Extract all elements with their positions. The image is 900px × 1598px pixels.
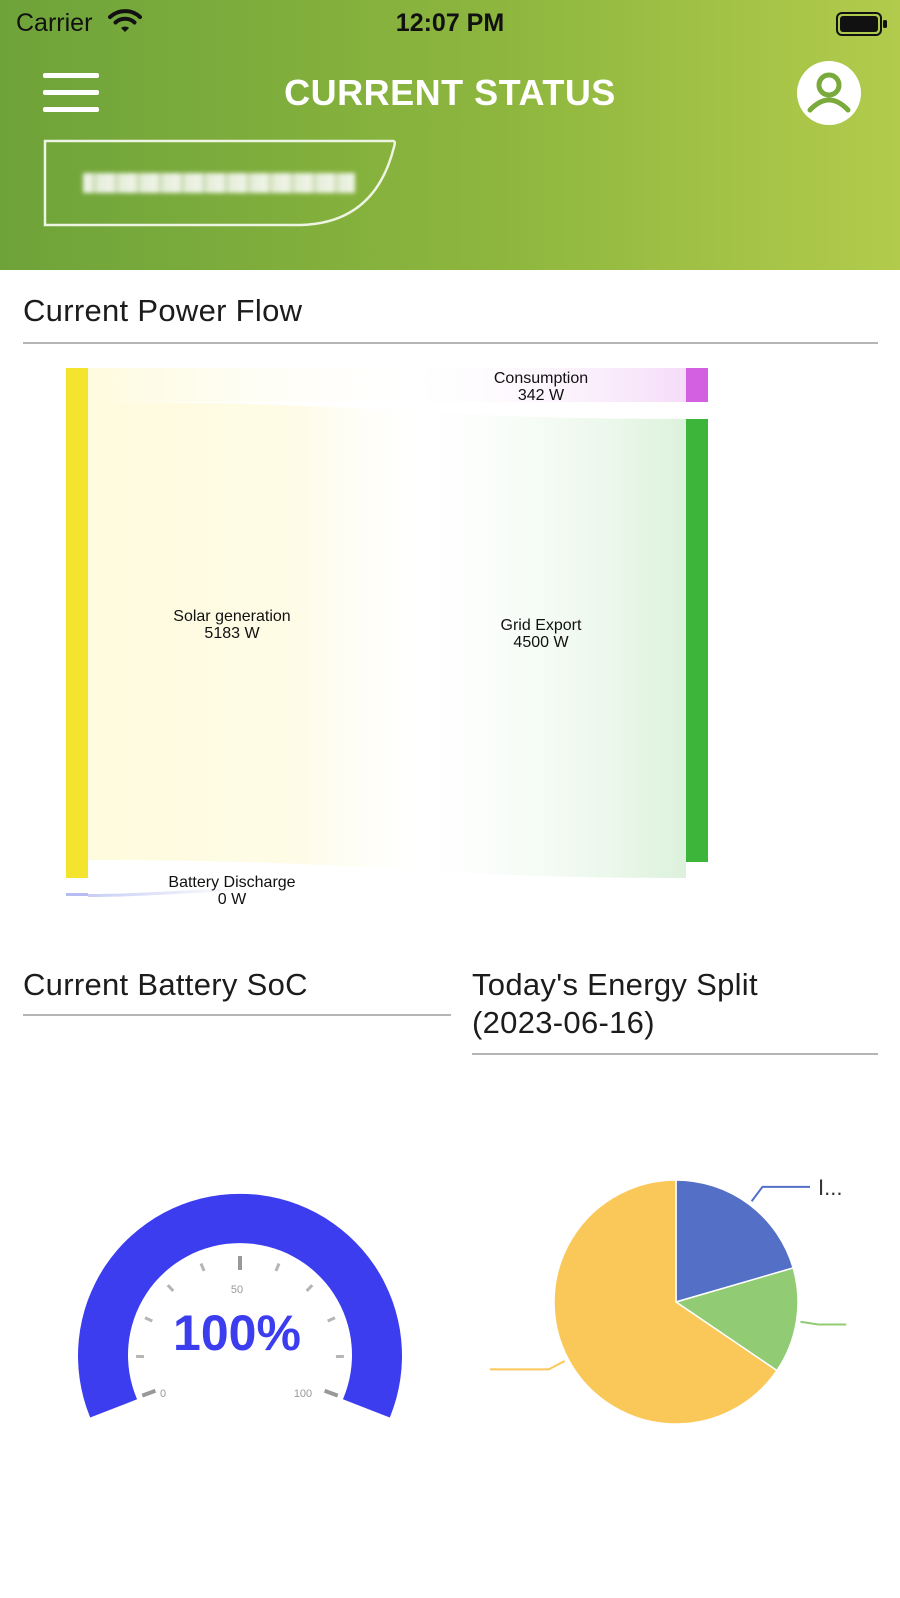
battery-discharge-value: 0 W bbox=[218, 891, 247, 908]
battery-soc-gauge: 0 50 100 100% bbox=[77, 1193, 402, 1418]
battery-soc-title: Current Battery SoC bbox=[23, 967, 308, 1002]
hamburger-menu-icon bbox=[43, 107, 99, 112]
solar-generation-node bbox=[66, 368, 88, 878]
menu-button[interactable] bbox=[40, 70, 102, 116]
energy-split-divider bbox=[472, 1053, 878, 1055]
gauge-tick bbox=[323, 1388, 339, 1398]
energy-split-title-line1: Today's Energy Split bbox=[472, 967, 758, 1002]
pie-slice-label-imported: I... bbox=[818, 1175, 842, 1200]
solar-to-grid-flow bbox=[88, 402, 686, 878]
grid-export-value: 4500 W bbox=[513, 634, 569, 651]
header: Carrier 12:07 PM CURRENT STATUS bbox=[0, 0, 900, 270]
battery-discharge-node bbox=[66, 893, 88, 896]
power-flow-divider bbox=[23, 342, 878, 344]
energy-split-title-date: (2023-06-16) bbox=[472, 1005, 655, 1040]
gauge-tick bbox=[199, 1263, 206, 1272]
consumption-value: 342 W bbox=[518, 387, 565, 404]
gauge-mid-label: 50 bbox=[231, 1284, 243, 1296]
grid-export-node bbox=[686, 419, 708, 862]
grid-export-label: Grid Export bbox=[501, 617, 582, 634]
pie-leader-line bbox=[800, 1320, 847, 1326]
gauge-value-label: 100% bbox=[173, 1305, 301, 1361]
carrier-label: Carrier bbox=[16, 9, 93, 37]
site-name-redacted bbox=[83, 173, 355, 193]
power-flow-title: Current Power Flow bbox=[23, 293, 303, 328]
user-profile-icon[interactable] bbox=[796, 60, 862, 126]
hamburger-menu-icon bbox=[43, 73, 99, 78]
gauge-arc bbox=[77, 1193, 402, 1418]
battery-discharge-flow bbox=[88, 888, 240, 897]
energy-split-pie-chart: I... bbox=[490, 1175, 847, 1425]
gauge-tick bbox=[274, 1263, 281, 1272]
solar-generation-label: Solar generation bbox=[173, 608, 290, 625]
solar-generation-value: 5183 W bbox=[204, 625, 260, 642]
gauge-tick bbox=[166, 1284, 175, 1292]
battery-status-icon bbox=[836, 12, 887, 36]
battery-soc-divider bbox=[23, 1014, 451, 1016]
site-selector-frame bbox=[43, 139, 397, 227]
gauge-max-label: 100 bbox=[294, 1388, 312, 1400]
gauge-tick bbox=[141, 1388, 157, 1398]
battery-discharge-label: Battery Discharge bbox=[168, 874, 295, 891]
gauge-ticks bbox=[136, 1256, 344, 1398]
solar-to-consumption-flow bbox=[88, 368, 686, 402]
pie-leader-line bbox=[750, 1185, 810, 1202]
gauge-tick bbox=[327, 1316, 336, 1323]
pie-leader-line bbox=[490, 1360, 566, 1371]
gauge-tick bbox=[305, 1284, 314, 1292]
pie-slice-imported bbox=[675, 1179, 795, 1303]
status-bar: Carrier 12:07 PM bbox=[0, 0, 900, 46]
energy-split-title: Today's Energy Split (2023-06-16) bbox=[472, 966, 758, 1042]
power-flow-sankey: Consumption 342 W Solar generation 5183 … bbox=[66, 368, 708, 908]
consumption-label: Consumption bbox=[494, 370, 588, 387]
gauge-tick bbox=[144, 1316, 153, 1323]
pie-slice-green bbox=[674, 1267, 799, 1372]
pie-slice-yellow bbox=[553, 1179, 778, 1425]
page-title: CURRENT STATUS bbox=[284, 72, 616, 113]
wifi-icon bbox=[108, 9, 142, 32]
site-selector[interactable] bbox=[43, 139, 398, 227]
gauge-min-label: 0 bbox=[160, 1388, 166, 1400]
hamburger-menu-icon bbox=[43, 90, 99, 95]
clock-label: 12:07 PM bbox=[395, 9, 505, 37]
consumption-node bbox=[686, 368, 708, 402]
